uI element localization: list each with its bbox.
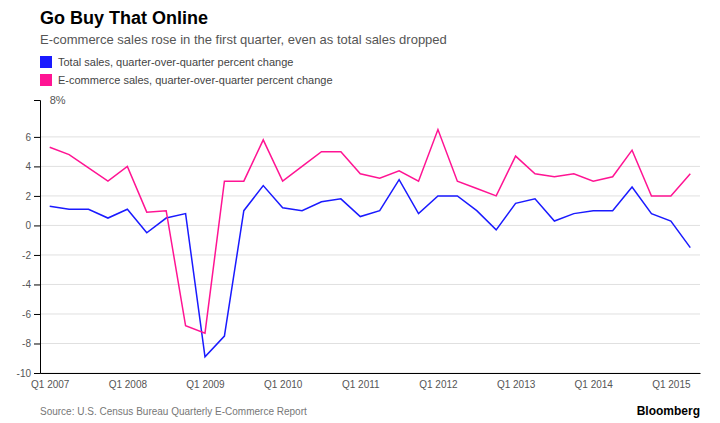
grid-line bbox=[40, 343, 700, 344]
x-tick-label: Q1 2008 bbox=[109, 379, 148, 390]
x-tick: Q1 2008 bbox=[109, 379, 148, 390]
x-tick: Q1 2010 bbox=[264, 379, 303, 390]
lines bbox=[50, 130, 691, 357]
y-tick: 2 bbox=[25, 191, 40, 202]
y-tick: 4 bbox=[25, 161, 40, 172]
chart: Go Buy That Online E-commerce sales rose … bbox=[0, 0, 720, 423]
y-tick: 0 bbox=[25, 220, 40, 231]
legend-item: Total sales, quarter-over-quarter percen… bbox=[40, 56, 293, 68]
x-tick-label: Q1 2011 bbox=[342, 379, 380, 390]
credit: Bloomberg bbox=[637, 404, 700, 418]
legend-label: E-commerce sales, quarter-over-quarter p… bbox=[58, 74, 333, 86]
y-tick-label: -10 bbox=[17, 368, 32, 379]
y-tick: -2 bbox=[22, 250, 40, 261]
subtitle: E-commerce sales rose in the first quart… bbox=[40, 32, 447, 47]
y-tick-label: -8 bbox=[22, 338, 31, 349]
series-line bbox=[50, 180, 691, 357]
legend-item: E-commerce sales, quarter-over-quarter p… bbox=[40, 74, 333, 86]
y-tick: -6 bbox=[22, 309, 40, 320]
x-tick-label: Q1 2013 bbox=[497, 379, 536, 390]
y-tick-mark bbox=[34, 373, 40, 374]
x-tick-label: Q1 2007 bbox=[31, 379, 70, 390]
grid-line bbox=[40, 373, 700, 374]
x-tick-label: Q1 2012 bbox=[419, 379, 458, 390]
y-tick: 6 bbox=[25, 132, 40, 143]
plot: -10-8-6-4-20246Q1 2007Q1 2008Q1 2009Q1 2… bbox=[17, 94, 701, 390]
annotation: 8% bbox=[50, 94, 66, 106]
legend-swatch bbox=[40, 56, 52, 68]
y-tick-mark bbox=[34, 137, 40, 138]
grid-line bbox=[40, 166, 700, 167]
y-tick: -4 bbox=[22, 279, 40, 290]
y-tick-mark bbox=[34, 284, 40, 285]
y-tick: -8 bbox=[22, 338, 40, 349]
legend-swatch bbox=[40, 74, 52, 86]
y-tick-mark bbox=[34, 225, 40, 226]
source: Source: U.S. Census Bureau Quarterly E-C… bbox=[40, 406, 307, 417]
y-axis-line bbox=[34, 101, 41, 374]
x-tick-label: Q1 2009 bbox=[186, 379, 225, 390]
x-tick: Q1 2007 bbox=[31, 379, 70, 390]
grid-line bbox=[40, 225, 700, 226]
y-tick-label: -2 bbox=[22, 250, 31, 261]
y-tick: -10 bbox=[17, 368, 40, 379]
grid bbox=[40, 137, 700, 373]
y-tick-label: 6 bbox=[25, 132, 31, 143]
x-axis-line bbox=[41, 373, 701, 374]
y-tick-mark bbox=[34, 314, 40, 315]
grid-line bbox=[40, 136, 700, 137]
grid-line bbox=[40, 284, 700, 285]
x-tick: Q1 2009 bbox=[186, 379, 225, 390]
y-tick-mark bbox=[34, 343, 40, 344]
title: Go Buy That Online bbox=[40, 8, 208, 28]
y-axis: -10 -8 -6 -4 -2 0 2 4 6 bbox=[17, 101, 41, 379]
x-tick-label: Q1 2015 bbox=[652, 379, 691, 390]
y-tick-mark bbox=[34, 255, 40, 256]
y-tick-mark bbox=[34, 166, 40, 167]
y-tick-label: -6 bbox=[22, 309, 31, 320]
legend: Total sales, quarter-over-quarter percen… bbox=[40, 56, 333, 86]
x-tick: Q1 2014 bbox=[575, 379, 614, 390]
grid-line bbox=[40, 313, 700, 314]
y-tick-label: 4 bbox=[25, 161, 31, 172]
x-tick: Q1 2015 bbox=[652, 379, 691, 390]
y-tick-label: 2 bbox=[25, 191, 31, 202]
x-tick: Q1 2012 bbox=[419, 379, 458, 390]
y-tick-mark bbox=[34, 196, 40, 197]
x-axis: Q1 2007 Q1 2008 Q1 2009 Q1 2010 Q1 2011 Q1 20… bbox=[31, 374, 700, 391]
grid-line bbox=[40, 254, 700, 255]
x-tick: Q1 2013 bbox=[497, 379, 536, 390]
series-line bbox=[50, 130, 691, 334]
y-tick-label: 0 bbox=[25, 220, 31, 231]
x-tick: Q1 2011 bbox=[342, 379, 380, 390]
y-tick-label: -4 bbox=[22, 279, 31, 290]
x-tick-label: Q1 2014 bbox=[575, 379, 614, 390]
x-tick-label: Q1 2010 bbox=[264, 379, 303, 390]
legend-label: Total sales, quarter-over-quarter percen… bbox=[58, 56, 293, 68]
